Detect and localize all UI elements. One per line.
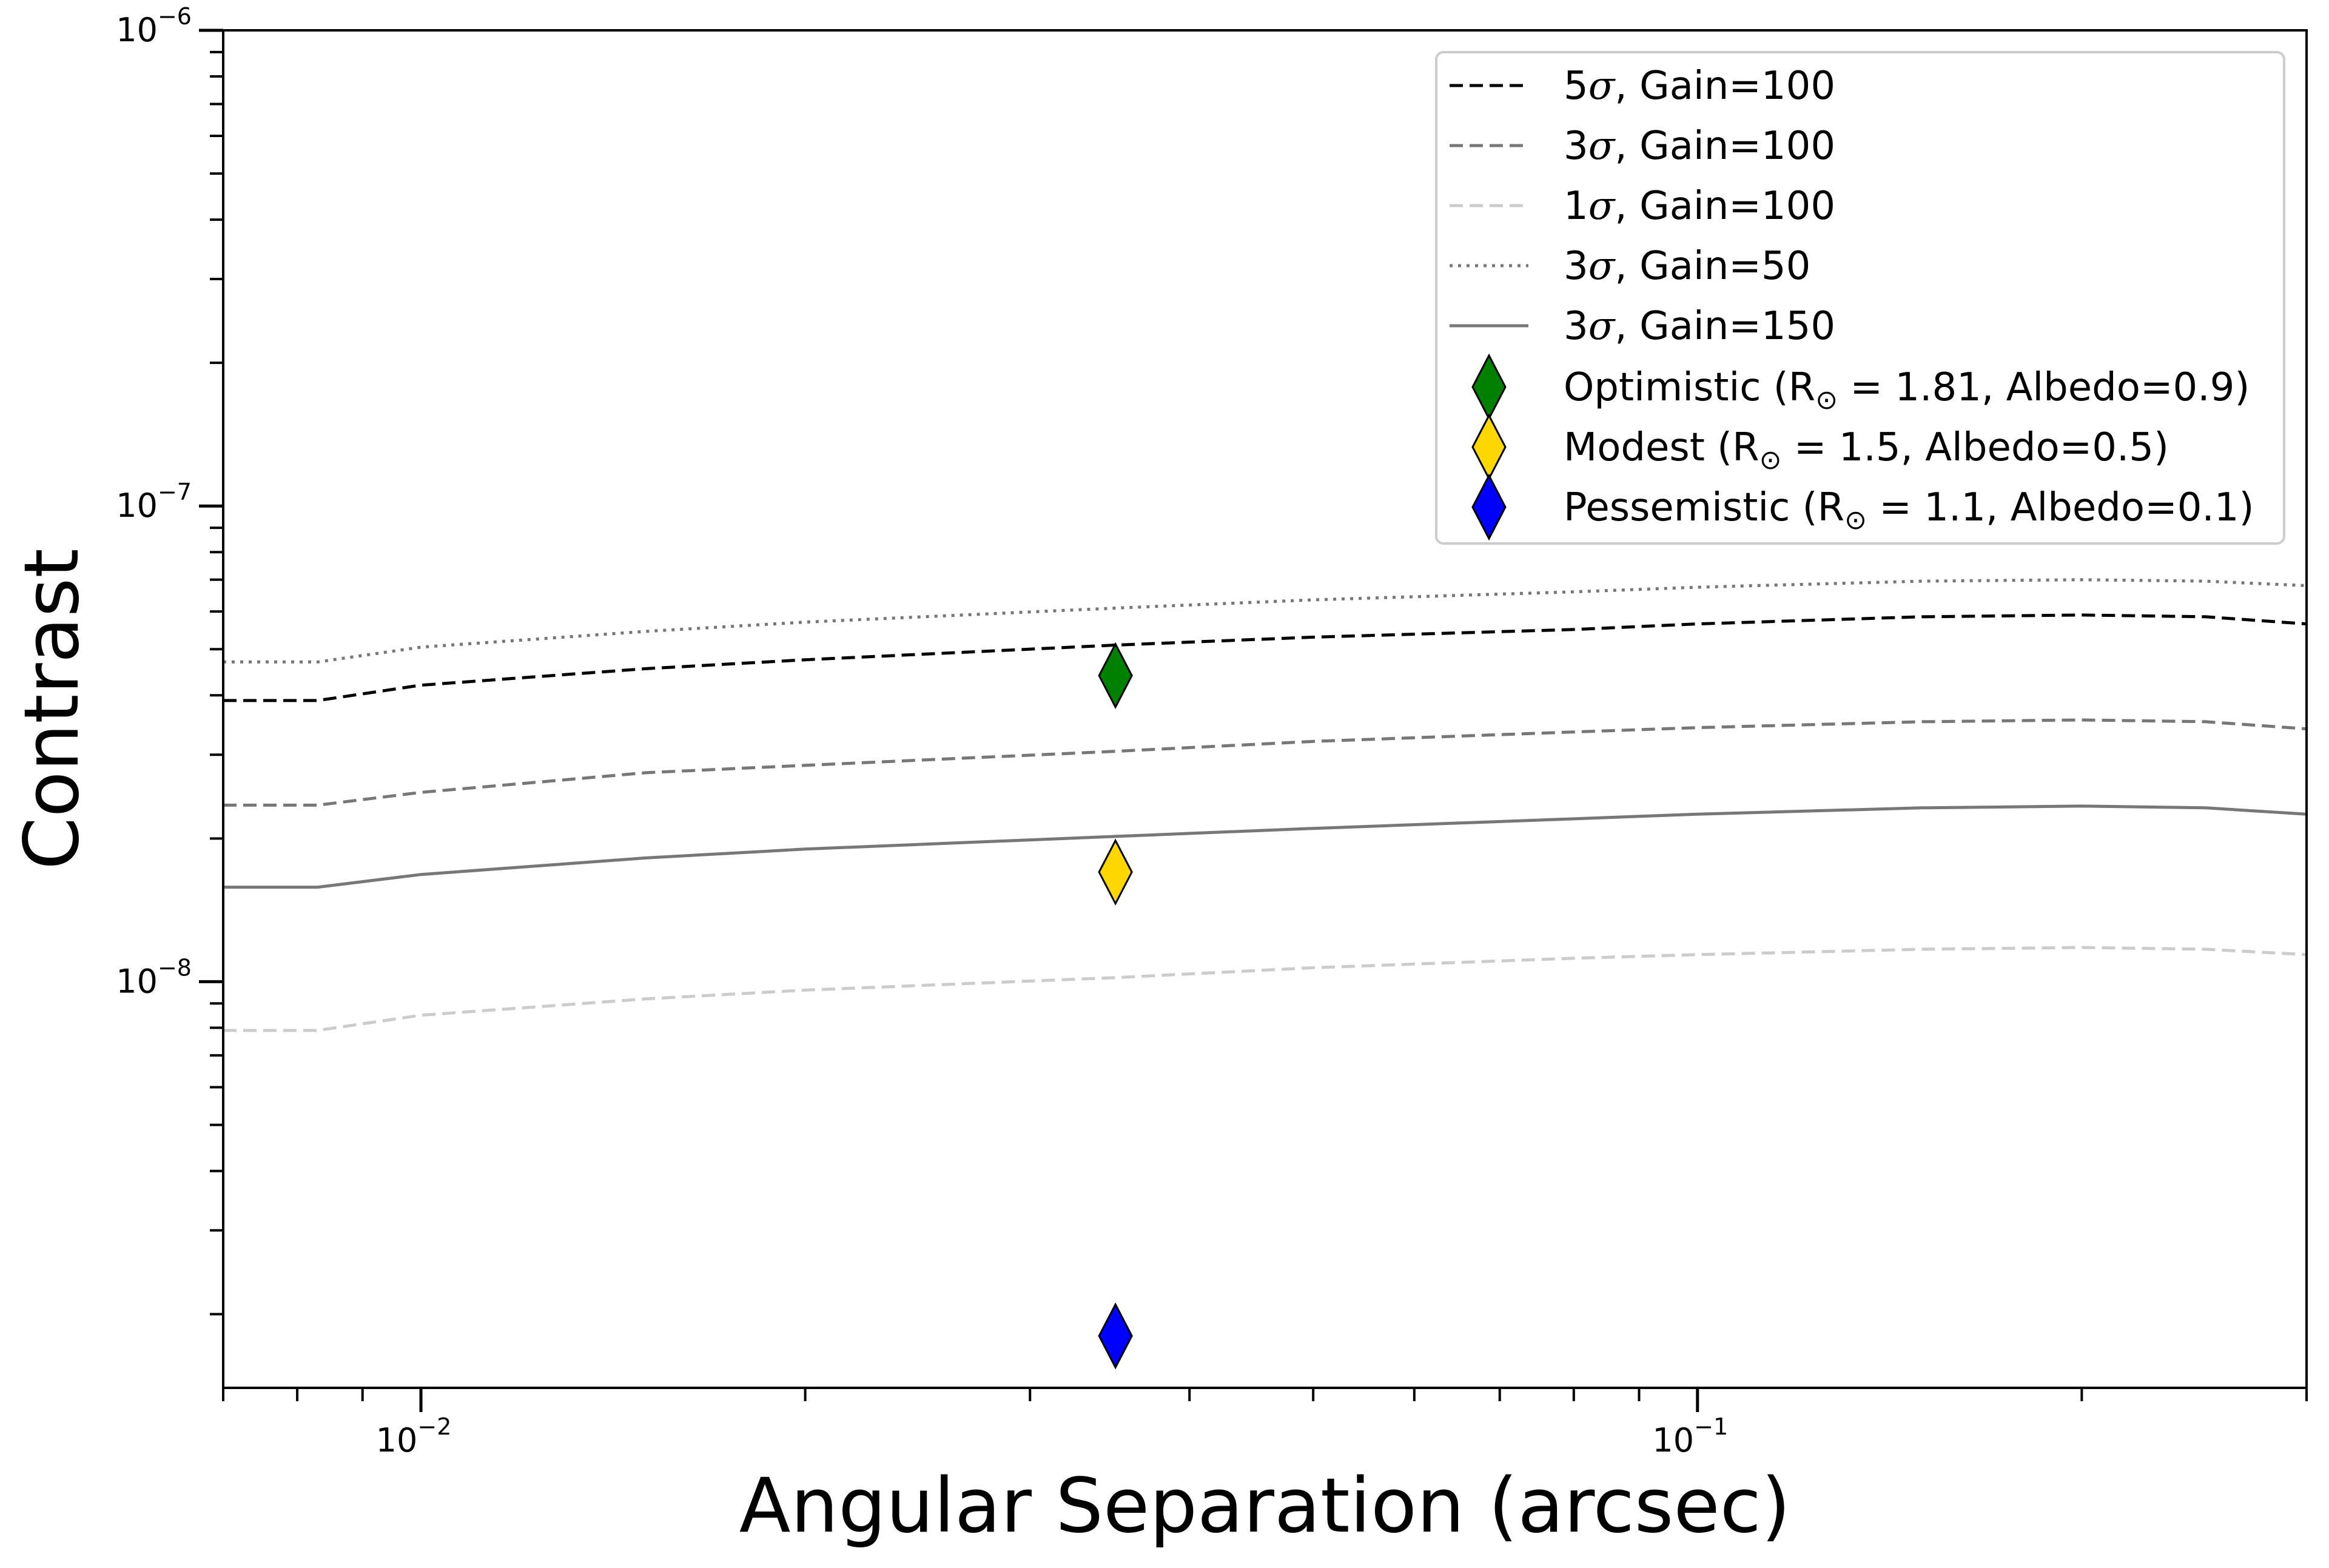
legend-marker-label-pre: Pessemistic (R	[1564, 485, 1844, 530]
legend-label-prefix: 3	[1564, 124, 1588, 169]
series-line-1	[223, 718, 2307, 807]
legend-label-0: 5σ, Gain=100	[1564, 64, 1835, 109]
series-line-0	[223, 613, 2307, 702]
marker-modest	[1098, 838, 1133, 906]
legend-box	[1435, 51, 2285, 545]
legend-marker-pessemistic	[1471, 473, 1507, 541]
y-tick-base: 10	[116, 486, 158, 525]
legend-label-prefix: 1	[1564, 184, 1588, 229]
legend-label-2: 1σ, Gain=100	[1564, 184, 1835, 229]
series-line-3	[223, 578, 2307, 664]
x-tick-label-1: 10−1	[1652, 1413, 1728, 1459]
y-tick-label-2: 10−6	[116, 3, 192, 49]
x-tick-exp: −2	[417, 1413, 451, 1440]
legend-marker-label-post: = 1.1, Albedo=0.1)	[1867, 485, 2254, 530]
legend-label-prefix: 3	[1564, 304, 1588, 349]
x-tick-exp: −1	[1694, 1413, 1728, 1440]
y-tick-label-1: 10−7	[116, 479, 192, 525]
legend-label-1: 3σ, Gain=100	[1564, 124, 1835, 169]
legend-label-3: 3σ, Gain=50	[1564, 244, 1810, 289]
legend-sigma: σ	[1588, 304, 1616, 349]
legend-label-prefix: 3	[1564, 244, 1588, 289]
legend-sigma: σ	[1588, 184, 1616, 229]
series-group	[223, 578, 2307, 1032]
marker-optimistic	[1098, 642, 1133, 710]
legend-label-suffix: , Gain=150	[1615, 304, 1835, 349]
legend-marker-label-sub: ⊙	[1815, 385, 1838, 416]
y-tick-exp: −8	[158, 954, 192, 981]
legend-marker-label-post: = 1.5, Albedo=0.5)	[1781, 425, 2169, 470]
series-line-2	[223, 946, 2307, 1032]
legend-label-suffix: , Gain=100	[1615, 184, 1835, 229]
legend-marker-label-pre: Optimistic (R	[1564, 365, 1815, 410]
legend-label-suffix: , Gain=50	[1615, 244, 1810, 289]
series-line-4	[223, 804, 2307, 889]
y-tick-label-0: 10−8	[116, 954, 192, 1000]
y-tick-base: 10	[116, 962, 158, 1000]
legend-marker-label-post: = 1.81, Albedo=0.9)	[1838, 365, 2250, 410]
x-tick-base: 10	[1652, 1421, 1694, 1459]
legend-marker-label-2: Pessemistic (R⊙ = 1.1, Albedo=0.1)	[1564, 485, 2254, 536]
legend-label-suffix: , Gain=100	[1615, 124, 1835, 169]
legend-marker-label-1: Modest (R⊙ = 1.5, Albedo=0.5)	[1564, 425, 2169, 476]
marker-pessemistic	[1098, 1302, 1133, 1370]
x-tick-label-0: 10−2	[376, 1413, 452, 1459]
y-tick-base: 10	[116, 11, 158, 49]
legend-marker-label-sub: ⊙	[1844, 505, 1867, 536]
plot-frame	[222, 29, 2308, 1389]
y-tick-exp: −6	[158, 3, 192, 30]
x-axis-title: Angular Separation (arcsec)	[739, 1462, 1790, 1550]
legend-sigma: σ	[1588, 64, 1616, 109]
y-tick-exp: −7	[158, 479, 192, 505]
legend-marker-label-sub: ⊙	[1759, 445, 1782, 476]
legend-label-prefix: 5	[1564, 64, 1588, 109]
legend-label-suffix: , Gain=100	[1615, 64, 1835, 109]
y-axis-title: Contrast	[8, 548, 96, 870]
x-tick-base: 10	[376, 1421, 418, 1459]
legend-marker-label-pre: Modest (R	[1564, 425, 1759, 470]
legend-label-4: 3σ, Gain=150	[1564, 304, 1835, 349]
plot-area	[223, 578, 2307, 1370]
legend-sigma: σ	[1588, 244, 1616, 289]
legend-sigma: σ	[1588, 124, 1616, 169]
legend-marker-label-0: Optimistic (R⊙ = 1.81, Albedo=0.9)	[1564, 365, 2250, 416]
